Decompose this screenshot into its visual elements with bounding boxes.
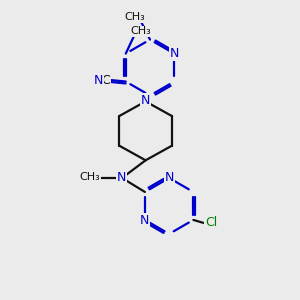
- Text: N: N: [117, 171, 126, 184]
- Text: C: C: [102, 74, 110, 87]
- Text: N: N: [93, 74, 103, 87]
- Text: N: N: [165, 171, 174, 184]
- Text: Cl: Cl: [205, 216, 217, 230]
- Text: N: N: [170, 47, 179, 60]
- Text: N: N: [140, 214, 149, 227]
- Text: CH₃: CH₃: [130, 26, 151, 37]
- Text: CH₃: CH₃: [80, 172, 101, 182]
- Text: N: N: [141, 94, 150, 107]
- Text: CH₃: CH₃: [124, 13, 145, 22]
